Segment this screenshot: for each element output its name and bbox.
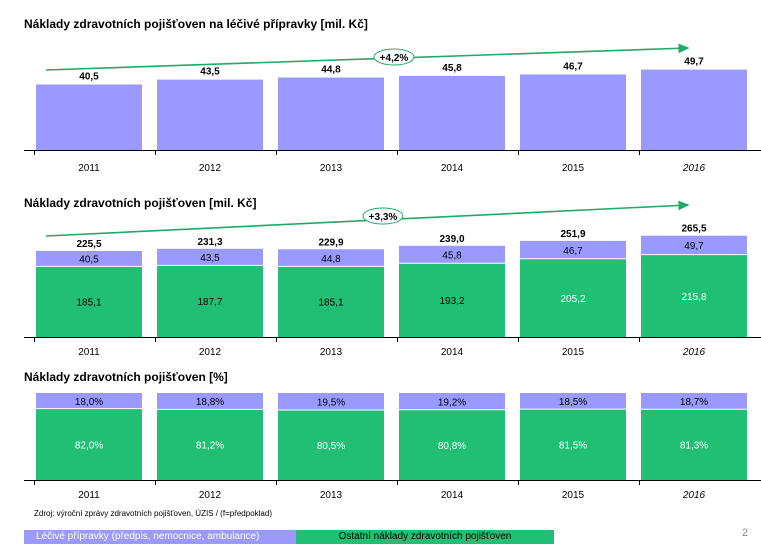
x-tick-3-2011: 2011: [78, 490, 100, 501]
data-label-1-2011: 40,5: [79, 71, 99, 82]
data-label-drugs-3-2016: 18,7%: [680, 397, 708, 408]
bar-other-2-2016: [641, 254, 747, 337]
total-label-2-2016: 265,5: [681, 224, 706, 235]
bar-other-2-2015: [520, 258, 626, 337]
growth-label-1: +4,2%: [380, 53, 409, 64]
data-label-other-3-2011: 82,0%: [75, 440, 103, 451]
x-tick-3-2013: 2013: [320, 490, 343, 501]
bar-drugs-3-2015: [520, 393, 626, 410]
growth-badge-2: [362, 207, 404, 225]
bar-other-2-2014: [399, 263, 505, 337]
x-tick-3-2014: 2014: [441, 490, 464, 501]
source-note: Zdroj: výroční zprávy zdravotních pojišť…: [34, 509, 272, 518]
chart-title-2: Náklady zdravotních pojišťoven [mil. Kč]: [24, 196, 256, 210]
x-tick-1-2011: 2011: [78, 163, 100, 174]
bar-other-2-2011: [36, 266, 142, 337]
bar-other-3-2014: [399, 409, 505, 480]
bar-1-2013: [278, 77, 384, 150]
data-label-drugs-3-2013: 19,5%: [317, 397, 345, 408]
bar-drugs-2-2015: [520, 240, 626, 259]
bar-1-2014: [399, 75, 505, 150]
bar-other-3-2012: [157, 409, 263, 480]
bar-drugs-3-2013: [278, 393, 384, 410]
x-tick-1-2013: 2013: [320, 163, 343, 174]
bar-other-3-2015: [520, 409, 626, 480]
bar-drugs-3-2014: [399, 393, 505, 410]
bar-1-2012: [157, 79, 263, 150]
x-tick-1-2014: 2014: [441, 163, 464, 174]
x-tick-1-2015: 2015: [562, 163, 585, 174]
data-label-other-3-2013: 80,5%: [317, 441, 345, 452]
bar-other-2-2013: [278, 266, 384, 337]
data-label-drugs-2-2016: 49,7: [684, 241, 704, 252]
bar-drugs-3-2012: [157, 393, 263, 410]
data-label-drugs-3-2014: 19,2%: [438, 397, 466, 408]
x-tick-3-2016: 2016: [682, 490, 706, 501]
total-label-2-2012: 231,3: [197, 237, 222, 248]
x-tick-2-2012: 2012: [199, 347, 222, 358]
legend-item-drugs: Léčivé přípravky (předpis, nemocnice, am…: [24, 530, 296, 544]
data-label-drugs-2-2015: 46,7: [563, 246, 583, 257]
bar-drugs-2-2016: [641, 235, 747, 255]
growth-badge-1: [373, 48, 415, 66]
data-label-other-3-2015: 81,5%: [559, 441, 587, 452]
bar-other-3-2016: [641, 409, 747, 480]
total-label-2-2015: 251,9: [560, 229, 585, 240]
total-label-2-2011: 225,5: [76, 239, 101, 250]
bar-other-2-2012: [157, 265, 263, 337]
data-label-other-3-2012: 81,2%: [196, 441, 224, 452]
bar-other-3-2013: [278, 409, 384, 480]
data-label-other-2-2015: 205,2: [560, 294, 585, 305]
bar-drugs-2-2011: [36, 250, 142, 267]
x-tick-2-2011: 2011: [78, 347, 100, 358]
bar-drugs-2-2013: [278, 249, 384, 267]
data-label-1-2012: 43,5: [200, 67, 220, 78]
data-label-other-2-2013: 185,1: [318, 298, 343, 309]
x-tick-3-2012: 2012: [199, 490, 222, 501]
bar-drugs-3-2011: [36, 393, 142, 409]
x-tick-2-2015: 2015: [562, 347, 585, 358]
bar-1-2015: [520, 74, 626, 150]
data-label-drugs-2-2012: 43,5: [200, 253, 220, 264]
page-number: 2: [742, 527, 749, 539]
data-label-other-2-2014: 193,2: [439, 296, 464, 307]
x-tick-1-2012: 2012: [199, 163, 222, 174]
bar-other-3-2011: [36, 408, 142, 480]
data-label-other-2-2011: 185,1: [76, 298, 101, 309]
data-label-other-2-2012: 187,7: [197, 297, 222, 308]
data-label-drugs-2-2014: 45,8: [442, 251, 462, 262]
data-label-drugs-3-2011: 18,0%: [75, 397, 103, 408]
chart-title-3: Náklady zdravotních pojišťoven [%]: [24, 370, 228, 384]
data-label-1-2013: 44,8: [321, 65, 341, 76]
x-tick-3-2015: 2015: [562, 490, 585, 501]
total-label-2-2014: 239,0: [439, 234, 464, 245]
total-label-2-2013: 229,9: [318, 237, 343, 248]
data-label-drugs-2-2011: 40,5: [79, 255, 99, 266]
bar-drugs-3-2016: [641, 393, 747, 410]
data-label-1-2014: 45,8: [442, 63, 462, 74]
data-label-1-2016: 49,7: [684, 57, 704, 68]
growth-arrow-1: [45, 43, 690, 71]
bar-1-2011: [36, 84, 142, 150]
bar-1-2016: [641, 69, 747, 150]
data-label-other-2-2016: 215,8: [681, 292, 706, 303]
x-tick-2-2014: 2014: [441, 347, 464, 358]
legend-item-other-costs: Ostatní náklady zdravotních pojišťoven: [296, 530, 554, 544]
data-label-1-2015: 46,7: [563, 61, 583, 72]
x-tick-1-2016: 2016: [682, 163, 706, 174]
x-tick-2-2013: 2013: [320, 347, 343, 358]
data-label-other-3-2016: 81,3%: [680, 441, 708, 452]
data-label-other-3-2014: 80,8%: [438, 441, 466, 452]
chart-title-1: Náklady zdravotních pojišťoven na léčivé…: [24, 17, 368, 31]
data-label-drugs-2-2013: 44,8: [321, 254, 341, 265]
growth-label-2: +3,3%: [369, 212, 398, 223]
bar-drugs-2-2014: [399, 245, 505, 264]
data-label-drugs-3-2012: 18,8%: [196, 397, 224, 408]
x-tick-2-2016: 2016: [682, 347, 706, 358]
data-label-drugs-3-2015: 18,5%: [559, 397, 587, 408]
bar-drugs-2-2012: [157, 248, 263, 266]
